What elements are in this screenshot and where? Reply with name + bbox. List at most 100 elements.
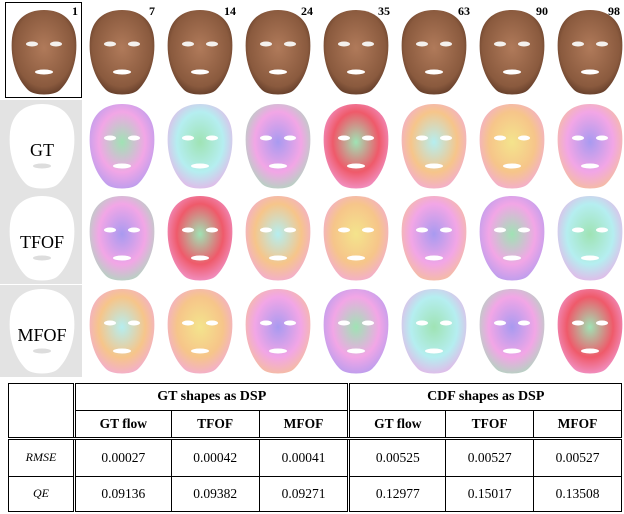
mouth <box>581 348 599 354</box>
eye <box>50 41 62 47</box>
flow-face <box>89 104 155 189</box>
subheader-mfof: MFOF <box>258 410 350 440</box>
eye <box>362 320 374 326</box>
eye <box>518 227 530 233</box>
eye <box>260 320 272 326</box>
eye <box>104 320 116 326</box>
eye <box>440 41 452 47</box>
mouth <box>113 348 131 354</box>
mouth <box>503 348 521 354</box>
face-mesh <box>557 10 623 95</box>
eye <box>284 227 296 233</box>
eye <box>338 41 350 47</box>
mouth <box>191 69 209 75</box>
eye <box>362 41 374 47</box>
table-cell: 0.09382 <box>170 475 260 513</box>
eye <box>416 41 428 47</box>
mouth <box>503 163 521 169</box>
table-cell: 0.00527 <box>445 438 535 477</box>
mouth <box>191 163 209 169</box>
eye <box>182 41 194 47</box>
flow-face <box>401 196 467 281</box>
table-row: RMSE 0.00027 0.00042 0.00041 0.00525 0.0… <box>8 438 622 477</box>
table-cell: 0.00042 <box>170 438 260 477</box>
flow-image <box>557 104 623 189</box>
eye <box>416 320 428 326</box>
flow-image <box>479 104 545 189</box>
flow-image <box>557 289 623 374</box>
flow-face <box>323 104 389 189</box>
eye <box>338 135 350 141</box>
group-header-cdf: CDF shapes as DSP <box>347 383 622 411</box>
flow-image <box>479 289 545 374</box>
frame-number: 63 <box>458 4 470 18</box>
face-image <box>323 10 389 95</box>
eye <box>284 320 296 326</box>
flow-image <box>167 289 233 374</box>
row-label-qe: QE <box>8 475 75 513</box>
face-mesh <box>167 10 233 95</box>
reference-frame-box <box>5 2 82 98</box>
group-header-gt: GT shapes as DSP <box>72 383 350 411</box>
flow-face <box>167 104 233 189</box>
mouth <box>269 163 287 169</box>
flow-face <box>479 289 545 374</box>
eye <box>518 41 530 47</box>
flow-image <box>167 104 233 189</box>
table-corner <box>8 383 75 440</box>
eye <box>260 227 272 233</box>
method-label: GT <box>30 140 54 160</box>
table-cell: 0.12977 <box>347 475 447 513</box>
eye <box>596 227 608 233</box>
frame-number: 14 <box>224 4 236 18</box>
eye <box>338 320 350 326</box>
mouth <box>269 69 287 75</box>
flow-image <box>167 196 233 281</box>
eye <box>494 320 506 326</box>
flow-face <box>557 104 623 189</box>
face-mesh <box>89 10 155 95</box>
mouth <box>503 69 521 75</box>
mouth <box>425 348 443 354</box>
frame-number: 24 <box>301 4 313 18</box>
table-cell: 0.00041 <box>258 438 350 477</box>
frame-number: 35 <box>378 4 390 18</box>
subheader-gt-flow: GT flow <box>73 410 172 440</box>
mouth <box>113 163 131 169</box>
eye <box>128 135 140 141</box>
face-mesh <box>401 10 467 95</box>
eye <box>206 41 218 47</box>
flow-face <box>167 196 233 281</box>
mouth <box>425 255 443 261</box>
flow-image <box>89 104 155 189</box>
flow-face <box>89 196 155 281</box>
mouth <box>581 255 599 261</box>
eye <box>338 227 350 233</box>
mouth <box>269 348 287 354</box>
eye <box>206 135 218 141</box>
flow-face <box>323 196 389 281</box>
frame-number: 7 <box>149 4 155 18</box>
mouth <box>33 255 51 261</box>
eye <box>284 135 296 141</box>
table-cell: 0.15017 <box>445 475 535 513</box>
results-table: GT shapes as DSP CDF shapes as DSP GT fl… <box>8 383 622 513</box>
eye <box>284 41 296 47</box>
eye <box>494 41 506 47</box>
eye <box>206 320 218 326</box>
flow-face <box>401 104 467 189</box>
flow-image <box>401 289 467 374</box>
mouth <box>347 348 365 354</box>
face-image <box>401 10 467 95</box>
flow-face <box>557 289 623 374</box>
mouth <box>347 255 365 261</box>
flow-face <box>89 289 155 374</box>
eye <box>182 320 194 326</box>
table-row: QE 0.09136 0.09382 0.09271 0.12977 0.150… <box>8 475 622 513</box>
mouth <box>113 255 131 261</box>
subheader-tfof: TFOF <box>170 410 260 440</box>
eye <box>518 320 530 326</box>
face-image <box>557 10 623 95</box>
eye <box>440 135 452 141</box>
flow-image <box>245 289 311 374</box>
